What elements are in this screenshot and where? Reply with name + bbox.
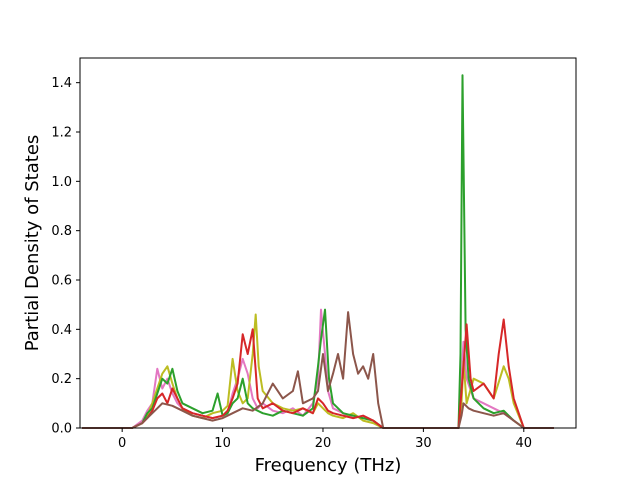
series-line-5 xyxy=(82,311,554,429)
y-tick-label: 0.2 xyxy=(51,372,72,387)
y-tick-label: 1.0 xyxy=(51,175,72,190)
y-tick-label: 0.8 xyxy=(51,224,72,239)
x-tick-label: 20 xyxy=(315,436,332,451)
series-line-4 xyxy=(82,318,554,429)
x-axis: 0 10 20 30 40 xyxy=(118,428,532,451)
y-axis-title: Partial Density of States xyxy=(22,135,43,352)
series-layer xyxy=(82,74,554,429)
y-axis: 0.0 0.2 0.4 0.6 0.8 1.0 1.2 1.4 xyxy=(51,76,80,437)
plot-area-frame xyxy=(79,57,577,429)
series-line-1 xyxy=(82,308,554,429)
x-tick-label: 10 xyxy=(214,436,231,451)
x-tick-label: 0 xyxy=(118,436,126,451)
y-tick-label: 0.4 xyxy=(51,323,72,338)
y-tick-label: 1.4 xyxy=(51,76,72,91)
x-tick-label: 40 xyxy=(516,436,533,451)
x-axis-title: Frequency (THz) xyxy=(255,455,402,476)
x-tick-label: 30 xyxy=(415,436,432,451)
y-tick-label: 0.6 xyxy=(51,274,72,289)
y-tick-label: 0.0 xyxy=(51,422,72,437)
y-tick-label: 1.2 xyxy=(51,126,72,141)
